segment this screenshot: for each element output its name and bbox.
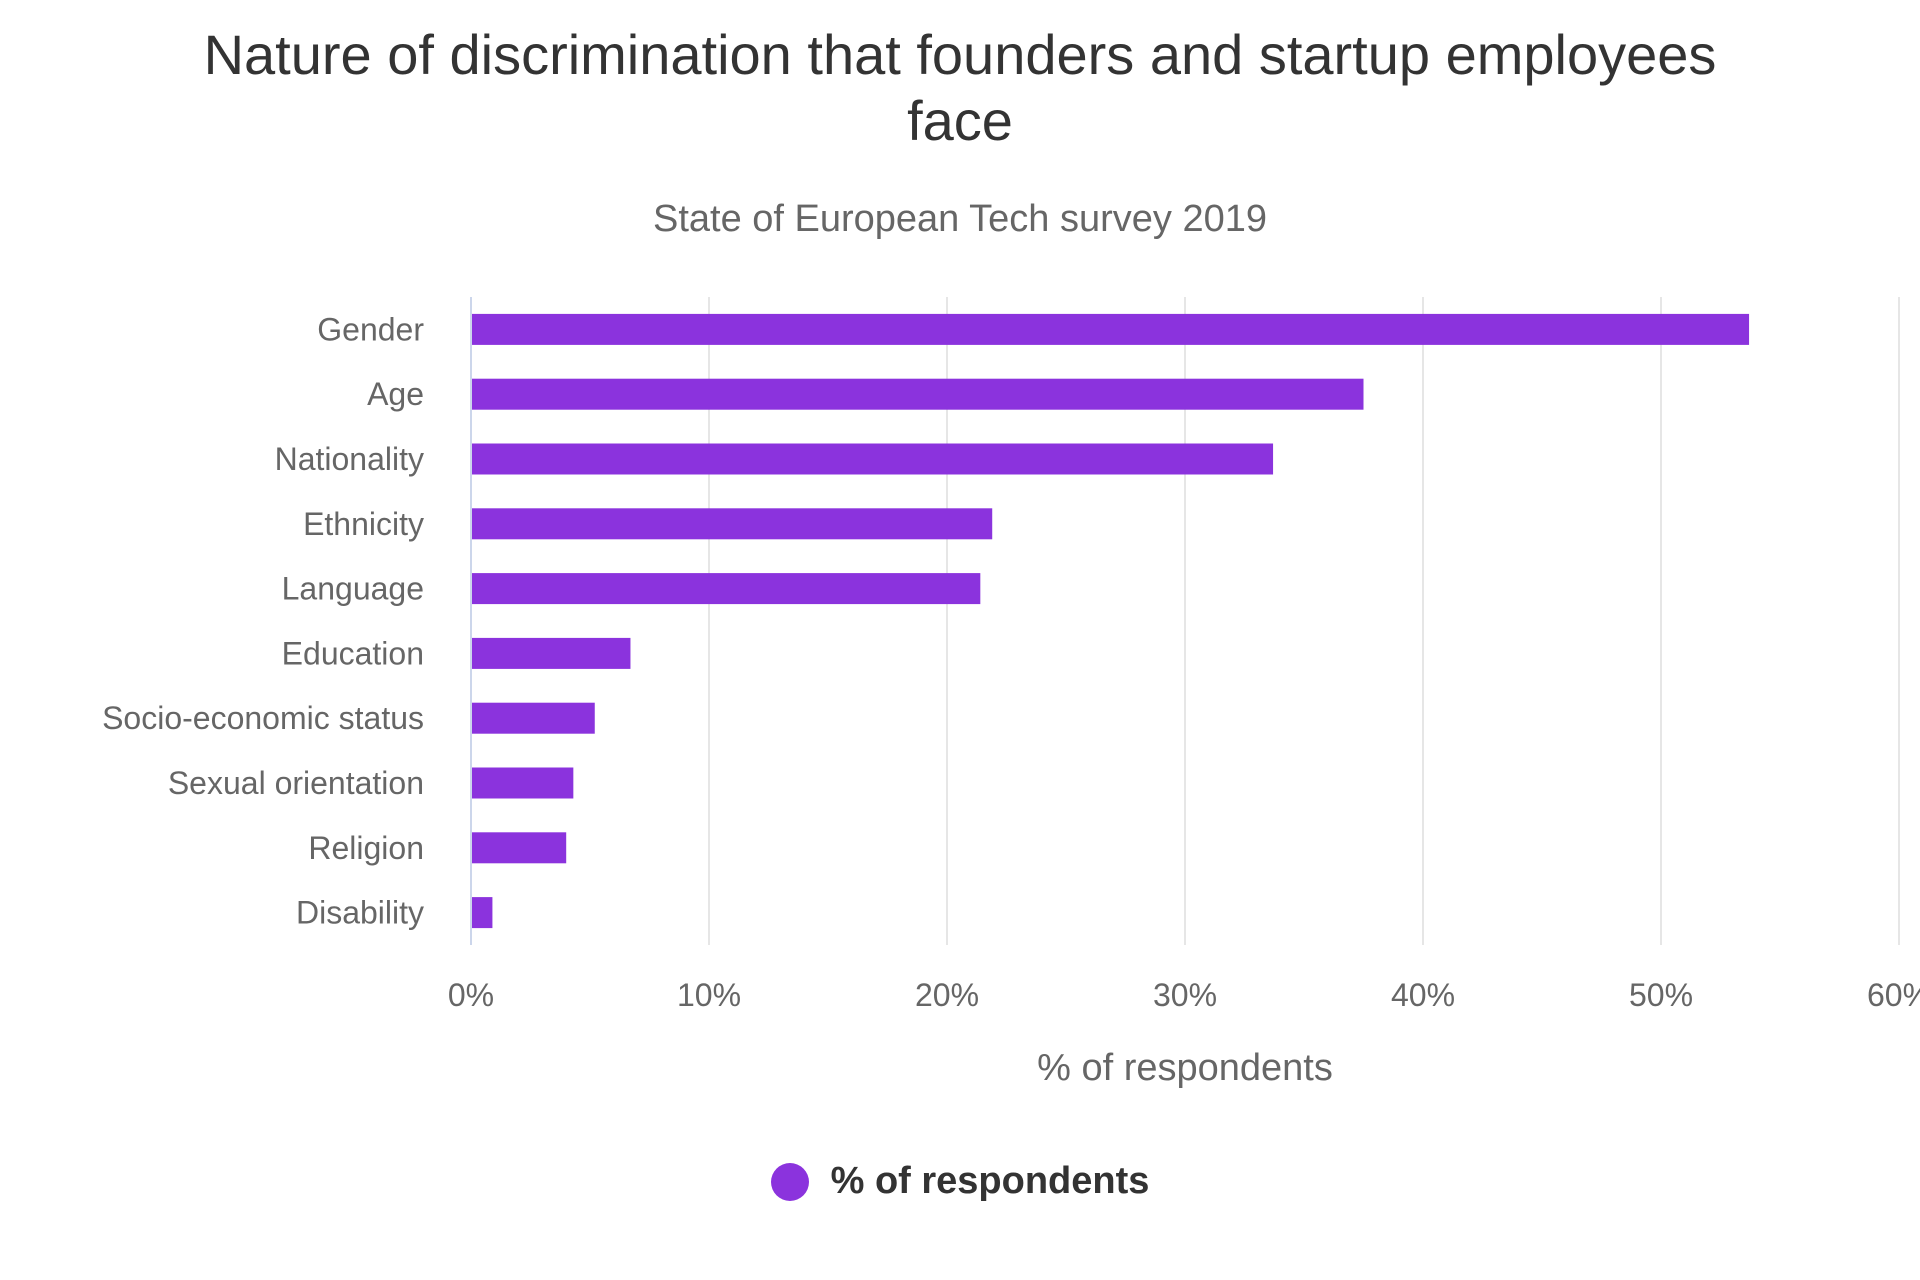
bar[interactable] (472, 767, 574, 799)
x-tick-label: 10% (677, 977, 741, 1013)
bars (472, 313, 1750, 929)
category-label: Ethnicity (303, 506, 424, 542)
legend: % of respondents (0, 1160, 1920, 1203)
legend-label: % of respondents (830, 1160, 1150, 1202)
x-tick-label: 0% (448, 977, 494, 1013)
x-tick-label: 40% (1391, 977, 1455, 1013)
bar[interactable] (472, 443, 1274, 475)
chart-subtitle: State of European Tech survey 2019 (652, 198, 1268, 240)
category-label: Age (367, 376, 424, 412)
category-label: Religion (308, 830, 424, 866)
x-tick-labels: 0% 10% 20% 30% 40% 50% 60% (448, 977, 1920, 1013)
bar[interactable] (472, 378, 1364, 410)
bar[interactable] (472, 637, 631, 669)
bar[interactable] (472, 573, 981, 605)
category-label: Sexual orientation (168, 765, 424, 801)
category-label: Education (282, 635, 424, 671)
x-tick-label: 50% (1629, 977, 1693, 1013)
x-axis-title: % of respondents (1037, 1047, 1333, 1089)
x-tick-label: 60% (1867, 977, 1920, 1013)
category-label: Socio-economic status (102, 700, 424, 736)
category-labels: Gender Age Nationality Ethnicity Language Edu… (102, 311, 424, 930)
bar[interactable] (472, 313, 1750, 345)
category-label: Nationality (275, 441, 424, 477)
x-tick-label: 20% (915, 977, 979, 1013)
legend-item[interactable]: % of respondents (770, 1160, 1150, 1203)
legend-swatch (770, 1162, 809, 1201)
category-label: Disability (296, 895, 424, 931)
bar[interactable] (472, 832, 567, 864)
chart-title: Nature of discrimination that founders a… (203, 23, 1717, 152)
bar[interactable] (472, 702, 595, 734)
bar[interactable] (472, 897, 493, 929)
category-label: Gender (317, 311, 424, 347)
x-tick-label: 30% (1153, 977, 1217, 1013)
bar[interactable] (472, 508, 993, 540)
category-label: Language (282, 571, 424, 607)
